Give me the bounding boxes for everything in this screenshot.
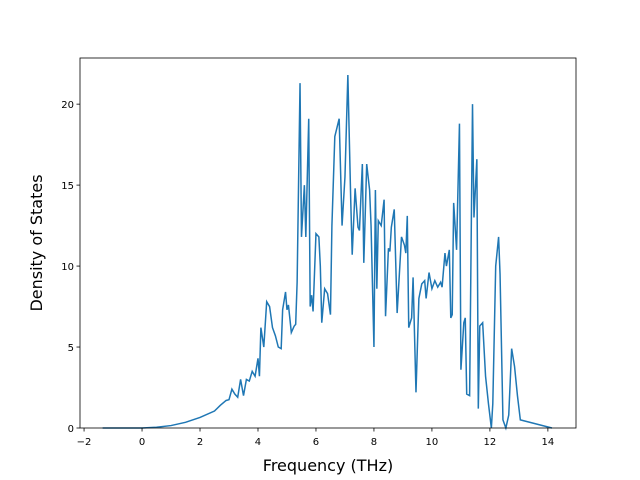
- x-axis-label: Frequency (THz): [263, 456, 393, 475]
- x-tick-label: −2: [77, 437, 92, 448]
- x-tick-label: 0: [139, 437, 145, 448]
- x-tick-label: 12: [484, 437, 497, 448]
- x-tick-label: 4: [255, 437, 261, 448]
- y-tick-label: 0: [68, 424, 74, 435]
- x-tick-label: 6: [313, 437, 319, 448]
- y-tick-label: 5: [68, 343, 74, 354]
- y-axis-label: Density of States: [27, 174, 46, 311]
- x-tick-label: 10: [426, 437, 439, 448]
- line: [102, 74, 553, 431]
- x-tick-label: 2: [197, 437, 203, 448]
- y-tick-label: 20: [61, 100, 74, 111]
- x-tick-label: 14: [542, 437, 555, 448]
- y-tick-label: 15: [61, 181, 74, 192]
- y-tick-label: 10: [61, 262, 74, 273]
- plot-frame: [79, 57, 577, 429]
- x-tick-label: 8: [371, 437, 377, 448]
